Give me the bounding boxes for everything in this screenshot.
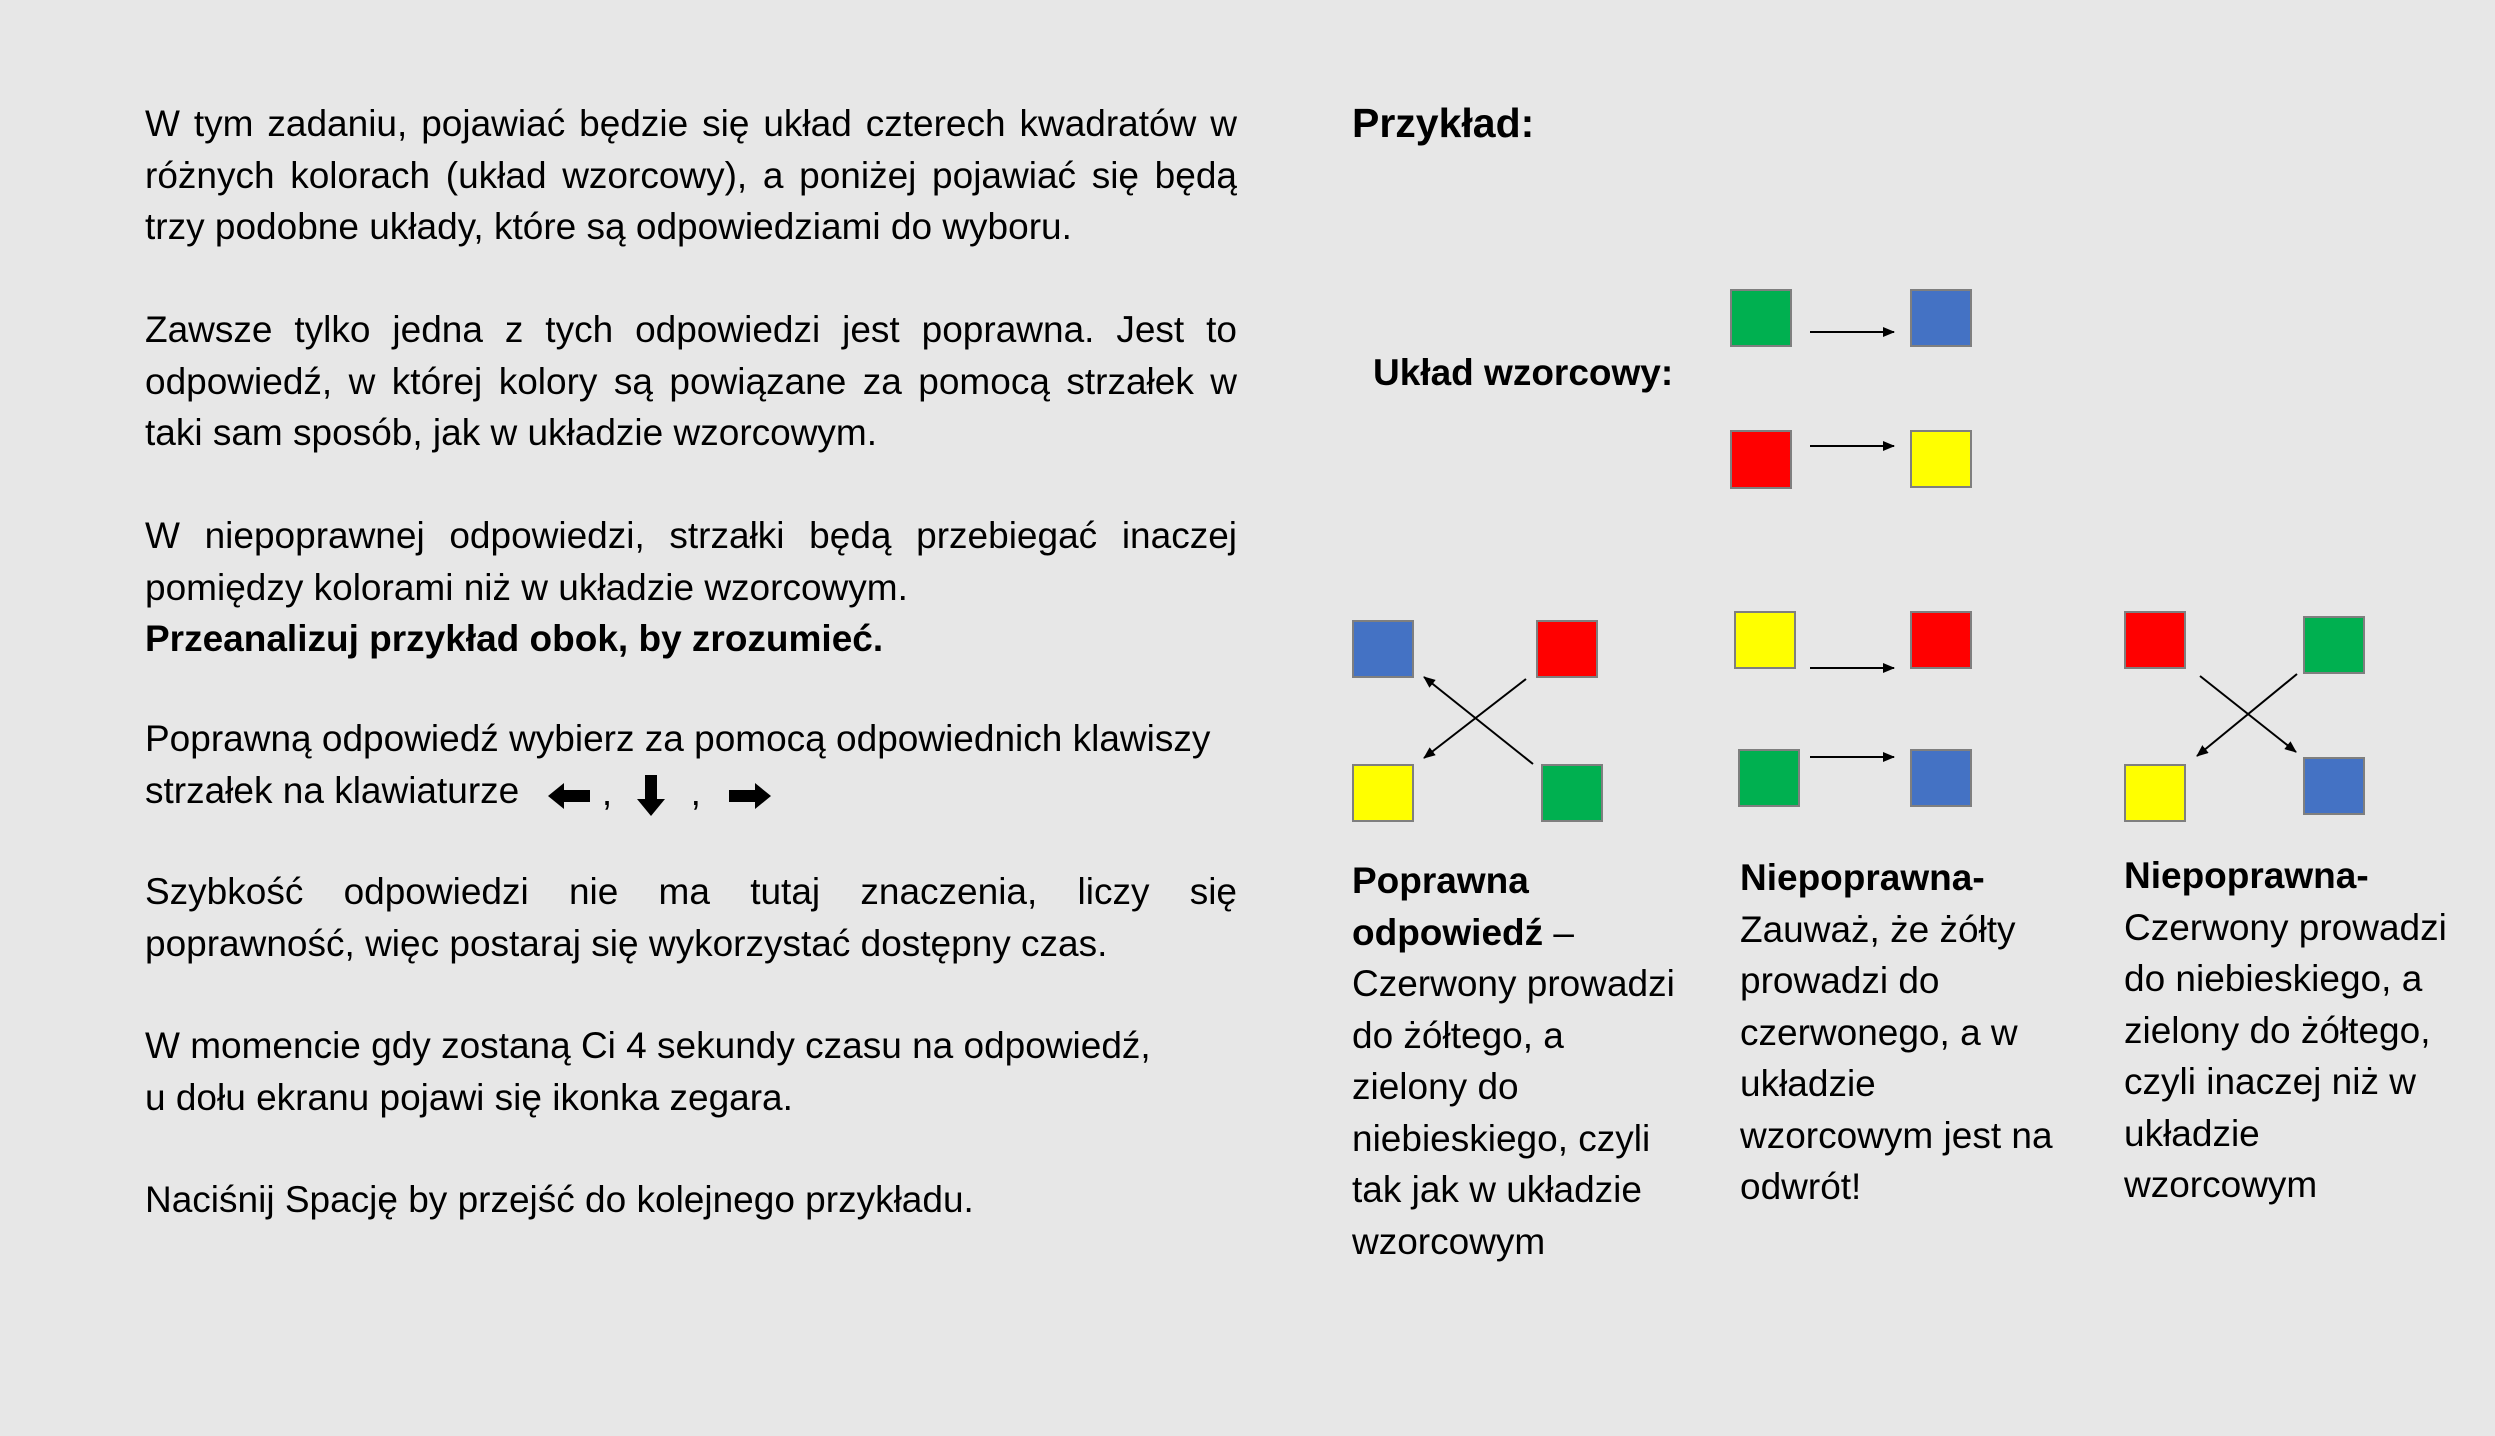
instruction-paragraph-6: W momencie gdy zostaną Ci 4 sekundy czas…	[145, 1020, 1237, 1123]
instruction-paragraph-4: Poprawną odpowiedź wybierz za pomocą odp…	[145, 713, 1237, 818]
example-heading: Przykład:	[1352, 100, 1535, 146]
instruction-paragraph-6-line-1: W momencie gdy zostaną Ci 4 sekundy czas…	[145, 1025, 1151, 1066]
pattern-blue-square	[1910, 289, 1972, 347]
answer-1-title: Poprawna odpowiedź	[1352, 860, 1544, 953]
answer-3-title: Niepoprawna-	[2124, 855, 2369, 896]
answer-1-arrow-green-to-blue	[1423, 676, 1534, 765]
pattern-label: Układ wzorcowy:	[1373, 352, 1674, 393]
answer-1-yellow-square	[1352, 764, 1414, 822]
answer-3-yellow-square	[2124, 764, 2186, 822]
answer-2-text: Zauważ, że żółty prowadzi do czerwonego,…	[1740, 908, 2053, 1208]
answer-1-caption: Poprawna odpowiedź – Czerwony prowadzi d…	[1352, 855, 1682, 1267]
answer-2-blue-square	[1910, 749, 1972, 807]
instruction-paragraph-3-emphasis: Przeanalizuj przykład obok, by zrozumieć…	[145, 618, 884, 659]
instruction-paragraph-6-line-2: u dołu ekranu pojawi się ikonka zegara.	[145, 1076, 793, 1118]
instruction-paragraph-5: Szybkość odpowiedzi nie ma tutaj znaczen…	[145, 871, 1237, 964]
answer-3-red-square	[2124, 611, 2186, 669]
answer-3-text: Czerwony prowadzi do niebieskiego, a zie…	[2124, 906, 2447, 1206]
answer-2-yellow-square	[1734, 611, 1796, 669]
answer-3-blue-square	[2303, 757, 2365, 815]
answer-1-red-square	[1536, 620, 1598, 678]
right-arrow-key-icon	[729, 782, 772, 809]
instruction-paragraph-1: W tym zadaniu, pojawiać będzie się układ…	[145, 103, 1237, 247]
arrow-keys-group: , ,	[547, 767, 772, 819]
answer-1-text: Czerwony prowadzi do żółtego, a zielony …	[1352, 963, 1675, 1262]
pattern-yellow-square	[1910, 430, 1972, 488]
instruction-paragraph-3: W niepoprawnej odpowiedzi, strzałki będą…	[145, 510, 1237, 665]
key-separator: ,	[690, 771, 701, 813]
answer-2-red-square	[1910, 611, 1972, 669]
answer-3-arrow-green-to-yellow	[2196, 673, 2298, 757]
instruction-paragraph-2: Zawsze tylko jedna z tych odpowiedzi jes…	[145, 309, 1237, 453]
instruction-paragraph-7: Naciśnij Spację by przejść do kolejnego …	[145, 1179, 974, 1220]
answer-1-green-square	[1541, 764, 1603, 822]
pattern-green-square	[1730, 289, 1792, 347]
down-arrow-key-icon	[637, 774, 666, 816]
answer-1-dash: –	[1543, 911, 1575, 953]
left-arrow-key-icon	[547, 782, 590, 809]
answer-1-blue-square	[1352, 620, 1414, 678]
answer-2-caption: Niepoprawna- Zauważ, że żółty prowadzi d…	[1740, 852, 2060, 1213]
instructions-panel: W tym zadaniu, pojawiać będzie się układ…	[145, 0, 1237, 1436]
pattern-red-square	[1730, 430, 1792, 489]
key-separator: ,	[601, 771, 613, 813]
answer-1-arrow-red-to-yellow	[1423, 678, 1527, 759]
answer-3-green-square	[2303, 616, 2365, 674]
answer-2-title: Niepoprawna-	[1740, 857, 1985, 898]
answer-2-green-square	[1738, 749, 1800, 807]
answer-3-caption: Niepoprawna- Czerwony prowadzi do niebie…	[2124, 850, 2454, 1211]
instruction-paragraph-4-text: Poprawną odpowiedź wybierz za pomocą odp…	[145, 718, 1211, 811]
instruction-paragraph-3-text: W niepoprawnej odpowiedzi, strzałki będą…	[145, 515, 1237, 608]
